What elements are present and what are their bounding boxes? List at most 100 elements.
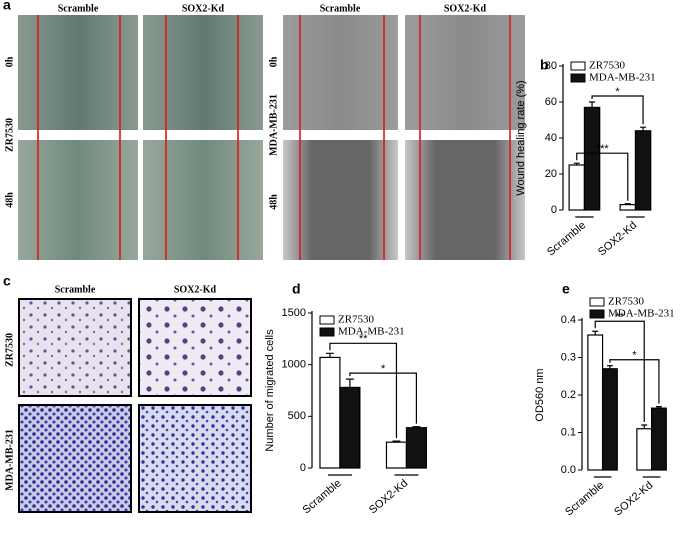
significance-bracket [349, 372, 418, 424]
error-bar [573, 162, 580, 165]
significance-bracket [576, 152, 629, 201]
column-label: SOX2-Kd [174, 284, 217, 295]
error-bar [345, 378, 354, 388]
column-label: SOX2-Kd [182, 3, 225, 14]
x-tick-label: Scramble [300, 477, 343, 516]
legend-label: ZR7530 [608, 296, 645, 308]
legend-swatch [570, 61, 586, 71]
y-tick-label: 0.2 [561, 389, 576, 401]
bar [587, 334, 604, 471]
significance-bracket [594, 320, 645, 422]
significance-bracket [329, 342, 398, 439]
error-bar [655, 406, 662, 409]
legend-swatch [570, 73, 586, 83]
y-axis-label: OD560 nm [534, 368, 546, 421]
bar [405, 427, 427, 469]
column-label: Scramble [320, 3, 361, 14]
error-bar [592, 330, 599, 335]
panel-label: e [562, 281, 570, 297]
legend-swatch [589, 297, 605, 307]
wound-edges [37, 15, 511, 260]
row-label: 0h [268, 56, 279, 67]
legend-label: MDA-MB-231 [608, 308, 675, 320]
column-label: Scramble [58, 3, 99, 14]
significance-label: ** [615, 311, 624, 323]
panel-label: d [292, 281, 301, 297]
y-tick-label: 20 [545, 168, 557, 180]
micrograph [283, 15, 398, 130]
error-bar [412, 426, 421, 428]
column-label: SOX2-Kd [444, 3, 487, 14]
micrograph [18, 404, 132, 513]
legend-label: ZR7530 [589, 60, 626, 72]
y-tick-label: 0.0 [561, 464, 576, 476]
micrograph [143, 140, 263, 260]
y-axis-label: Wound healing rate (%) [515, 80, 527, 195]
row-label: MDA-MB-231 [4, 429, 15, 491]
legend-label: MDA-MB-231 [338, 326, 405, 338]
x-tick-label: SOX2-Kd [596, 219, 639, 258]
panel-c: c Scramble SOX2-Kd ZR7530 MDA-MB-231 [3, 273, 252, 513]
bar [339, 386, 361, 469]
y-tick-label: 80 [545, 60, 557, 72]
x-tick-label: Scramble [545, 219, 588, 258]
significance-label: * [381, 363, 386, 375]
cell-label: MDA-MB-231 [268, 94, 279, 156]
error-bar [392, 440, 401, 443]
error-bar [589, 101, 596, 108]
legend-swatch [589, 309, 605, 319]
error-bar [624, 203, 631, 205]
y-axis-label: Number of migrated cells [264, 329, 276, 452]
bar [634, 130, 652, 211]
panel-label: c [3, 273, 11, 289]
y-tick-label: 0.3 [561, 351, 576, 363]
row-label: 48h [4, 192, 15, 208]
bar [636, 428, 653, 471]
y-tick-label: 60 [545, 96, 557, 108]
row-label: 0h [4, 56, 15, 67]
micrograph [18, 298, 132, 397]
micrograph [138, 404, 252, 513]
significance-label: *** [596, 143, 610, 155]
y-tick-label: 0.4 [561, 314, 576, 326]
y-tick-label: 1500 [282, 307, 306, 319]
micrograph [138, 298, 252, 397]
bar [601, 368, 618, 471]
y-tick-label: 0.1 [561, 426, 576, 438]
legend-swatch [319, 327, 335, 337]
bar [583, 106, 601, 211]
significance-label: * [632, 350, 637, 362]
error-bar [325, 352, 334, 358]
micrograph [405, 15, 525, 130]
legend-label: MDA-MB-231 [589, 72, 656, 84]
significance-label: ** [359, 333, 368, 345]
legend-swatch [319, 315, 335, 325]
y-tick-label: 0 [300, 462, 306, 474]
x-tick-label: SOX2-Kd [367, 477, 410, 516]
legend-label: ZR7530 [338, 314, 375, 326]
bar [568, 164, 586, 211]
significance-bracket [591, 95, 644, 125]
y-tick-label: 1000 [282, 359, 306, 371]
panel-label: b [540, 57, 549, 73]
significance-label: * [615, 86, 620, 98]
x-tick-label: Scramble [563, 479, 606, 518]
panel-a: a Scramble SOX2-Kd Scramble SOX2-Kd 0h Z… [3, 0, 525, 260]
bar [385, 441, 408, 469]
panel-label: a [3, 0, 11, 13]
error-bar [606, 365, 613, 369]
bar [650, 407, 667, 471]
bar [319, 356, 341, 469]
row-label: 48h [268, 194, 279, 210]
y-tick-label: 0 [551, 204, 557, 216]
micrograph [283, 140, 398, 260]
micrograph [143, 15, 263, 130]
error-bar [640, 126, 647, 131]
column-label: Scramble [55, 284, 96, 295]
y-tick-label: 40 [545, 132, 557, 144]
cell-label: ZR7530 [4, 118, 15, 152]
micrograph [405, 140, 525, 260]
bar [619, 204, 637, 211]
significance-bracket [609, 359, 660, 404]
